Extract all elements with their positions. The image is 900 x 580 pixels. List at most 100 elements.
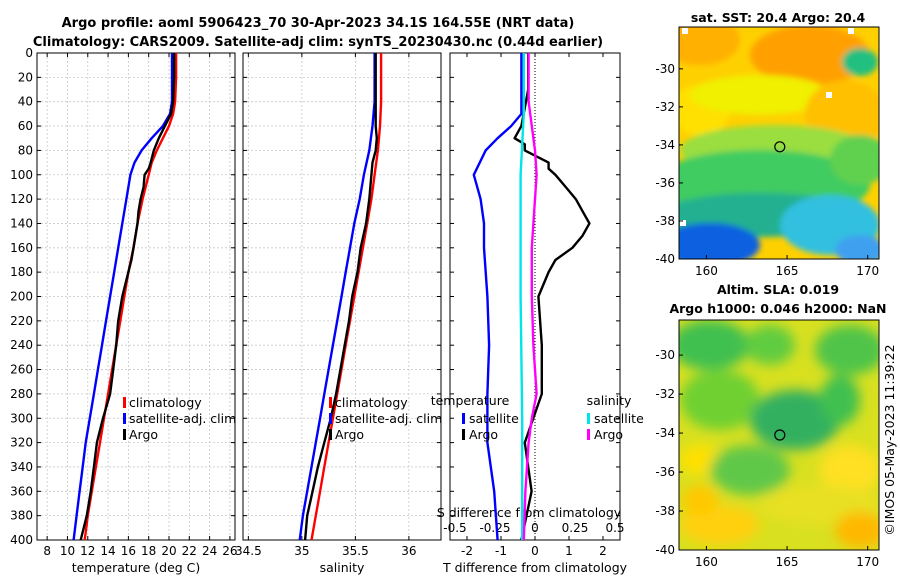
x-tick-label: 26 [222,544,237,558]
y-tick-label: 20 [18,70,33,84]
s-difference-tick-label: 0.5 [605,521,624,535]
y-tick-label: 260 [10,363,33,377]
map-y-tick-label: -38 [655,214,675,228]
legend-label: satellite [469,411,519,426]
sst-map-image [679,27,879,259]
x-tick-label: 1 [565,544,573,558]
series-line-argo [303,53,378,541]
legend-label: Argo [594,427,623,442]
salinity-panel: 34.5 35 35.5 36 salinity climatologysatellite… [235,52,442,575]
map-x-tick-label: 160 [695,264,718,278]
legend-swatch [123,429,126,440]
map-y-tick-label: -32 [655,100,675,114]
y-tick-label: 380 [10,509,33,523]
x-tick-label: 8 [43,544,51,558]
map-x-tick-label: 170 [856,555,879,569]
series-line-salinity-satellite [519,53,525,540]
map-y-tick-label: -36 [655,465,675,479]
sla-profile-location-marker [774,429,786,441]
s-difference-axis-label: S difference from climatology [437,505,622,520]
legend-label: satellite-adj. clim [335,411,442,426]
x-tick-label: 18 [141,544,156,558]
series-line-salinity-argo [522,53,538,541]
y-tick-label: 240 [10,338,33,352]
figure-title-line1: Argo profile: aoml 5906423_70 30-Apr-202… [62,16,575,31]
legend-swatch [329,397,332,408]
difference-legend-title: salinity [587,393,632,408]
map-y-tick-label: -30 [655,62,675,76]
y-tick-label: 40 [18,95,33,109]
legend-label: satellite-adj. clim [129,411,236,426]
legend-label: satellite [594,411,644,426]
y-tick-label: 100 [10,168,33,182]
x-axis-label: temperature (deg C) [72,560,201,575]
x-tick-label: 20 [161,544,176,558]
sla-map: Altim. SLA: 0.019 Argo h1000: 0.046 h200… [655,282,886,569]
map-y-tick-label: -36 [655,176,675,190]
sst-map-title: sat. SST: 20.4 Argo: 20.4 [691,10,866,25]
x-tick-label: 16 [121,544,136,558]
x-tick-label: 35 [294,544,309,558]
sla-map-image [679,320,879,550]
legend-swatch [462,413,465,424]
sst-map: sat. SST: 20.4 Argo: 20.4 [655,10,880,278]
legend-swatch [123,413,126,424]
x-axis-label: salinity [320,560,365,575]
x-tick-label: 24 [202,544,217,558]
s-difference-tick-label: 0.25 [562,521,589,535]
x-tick-label: 2 [599,544,607,558]
x-axis-label: T difference from climatology [442,560,628,575]
map-y-tick-label: -32 [655,387,675,401]
y-tick-label: 300 [10,411,33,425]
y-tick-label: 140 [10,216,33,230]
x-tick-label: 34.5 [235,544,262,558]
y-tick-label: 60 [18,119,33,133]
y-tick-label: 180 [10,265,33,279]
x-tick-label: 22 [182,544,197,558]
sla-map-subtitle: Argo h1000: 0.046 h2000: NaN [669,301,886,316]
s-difference-tick-label: 0 [531,521,539,535]
series-line-temperature-satellite [472,53,523,541]
y-tick-label: 280 [10,387,33,401]
legend-swatch [587,429,590,440]
y-tick-label: 220 [10,314,33,328]
map-x-tick-label: 160 [695,555,718,569]
figure-title-line2: Climatology: CARS2009. Satellite-adj cli… [33,35,603,50]
map-x-tick-label: 165 [776,264,799,278]
sla-map-title: Altim. SLA: 0.019 [717,282,839,297]
map-y-tick-label: -40 [655,252,675,266]
series-line-satellite-adj-clim [72,53,174,541]
y-tick-label: 120 [10,192,33,206]
map-y-tick-label: -34 [655,426,675,440]
series-line-climatology [310,53,383,541]
temperature-panel: 0 20 40 60 80 100 120 140 160 180 200 220 240 260 280 3… [10,46,237,575]
map-x-tick-label: 170 [856,264,879,278]
s-difference-tick-label: -0.5 [443,521,466,535]
map-y-tick-label: -34 [655,138,675,152]
copyright-stamp: ©IMOS 05-May-2023 11:39:22 [882,344,897,535]
legend-label: Argo [335,427,364,442]
x-tick-label: 14 [100,544,115,558]
legend-swatch [587,413,590,424]
legend-swatch [462,429,465,440]
y-tick-label: 160 [10,241,33,255]
x-tick-label: 10 [60,544,75,558]
sst-profile-location-marker [774,141,786,153]
legend-label: climatology [129,395,202,410]
s-difference-tick-label: -0.25 [479,521,510,535]
x-tick-label: 35.5 [342,544,369,558]
legend-label: Argo [129,427,158,442]
difference-panel: -2 -1 0 1 2 T difference from climatology S di… [431,52,644,575]
legend-swatch [123,397,126,408]
legend-swatch [329,413,332,424]
x-tick-label: 36 [401,544,416,558]
y-tick-label: 360 [10,484,33,498]
difference-legend-title: temperature [431,393,510,408]
y-tick-label: 200 [10,290,33,304]
y-tick-label: 400 [10,533,33,547]
x-tick-label: -2 [461,544,473,558]
map-y-tick-label: -30 [655,348,675,362]
y-tick-label: 80 [18,143,33,157]
x-tick-label: 0 [531,544,539,558]
